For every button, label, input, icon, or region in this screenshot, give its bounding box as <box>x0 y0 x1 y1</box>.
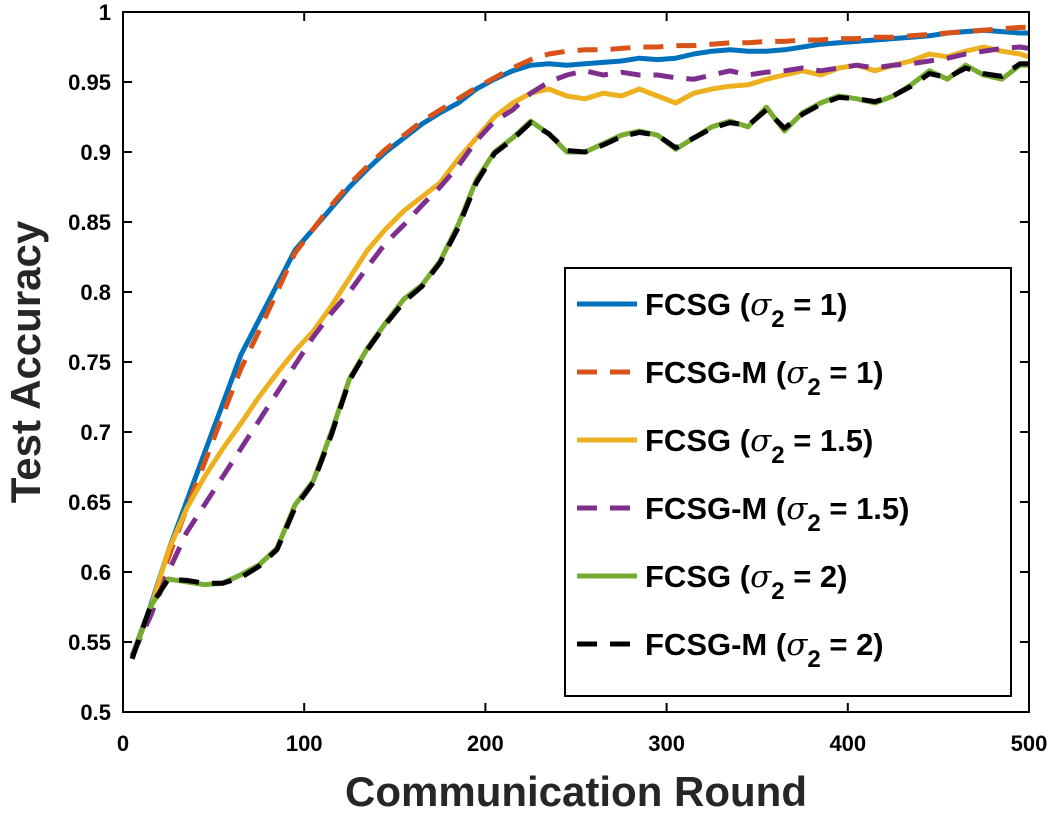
tick-layer: 0 100 200 300 400 500 0.5 0.55 0.6 0.65 0.7 0.75 0.8… <box>68 0 1047 756</box>
y-tick-label: 0.5 <box>80 700 111 725</box>
x-tick-label: 100 <box>286 731 323 756</box>
legend-item-fcsg-m-sigma2-1: FCSG-M (σ2 = 1) <box>577 355 884 401</box>
legend-item-fcsg-m-sigma2-2: FCSG-M (σ2 = 2) <box>577 627 884 673</box>
x-tick-label: 500 <box>1011 731 1048 756</box>
y-axis-title: Test Accuracy <box>2 220 49 503</box>
legend-item-fcsg-sigma2-1: FCSG (σ2 = 1) <box>577 287 848 333</box>
x-tick-label: 300 <box>648 731 685 756</box>
legend-label: FCSG-M (σ2 = 1.5) <box>645 491 909 537</box>
y-tick-label: 0.7 <box>80 420 111 445</box>
y-tick-label: 0.85 <box>68 210 111 235</box>
y-tick-label: 1 <box>99 0 111 25</box>
series-line-fcsg-m-sigma2-2 <box>129 61 1029 660</box>
x-tick-label: 200 <box>467 731 504 756</box>
legend-item-fcsg-sigma2-2: FCSG (σ2 = 2) <box>577 559 848 605</box>
y-tick-label: 0.65 <box>68 490 111 515</box>
legend-label: FCSG (σ2 = 2) <box>645 559 848 605</box>
y-tick-label: 0.6 <box>80 560 111 585</box>
legend: FCSG (σ2 = 1) FCSG-M (σ2 = 1) FCSG (σ2 = 1… <box>564 267 1012 697</box>
legend-item-fcsg-sigma2-1-5: FCSG (σ2 = 1.5) <box>577 423 873 469</box>
x-tick-label: 400 <box>829 731 866 756</box>
x-axis-title: Communication Round <box>345 768 807 813</box>
legend-box <box>564 267 1012 697</box>
x-tick-label: 0 <box>117 731 129 756</box>
legend-label: FCSG-M (σ2 = 1) <box>645 355 884 401</box>
legend-item-fcsg-m-sigma2-1-5: FCSG-M (σ2 = 1.5) <box>577 491 909 537</box>
legend-label: FCSG (σ2 = 1) <box>645 287 848 333</box>
y-tick-label: 0.75 <box>68 350 111 375</box>
y-tick-label: 0.55 <box>68 630 111 655</box>
legend-label: FCSG (σ2 = 1.5) <box>645 423 873 469</box>
y-tick-label: 0.95 <box>68 70 111 95</box>
y-tick-label: 0.9 <box>80 140 111 165</box>
legend-label: FCSG-M (σ2 = 2) <box>645 627 884 673</box>
series-layer <box>129 24 1030 660</box>
y-tick-label: 0.8 <box>80 280 111 305</box>
series-line-fcsg-m-sigma2-1-5 <box>129 44 1030 658</box>
series-line-fcsg-m-sigma2-1 <box>129 24 1029 657</box>
